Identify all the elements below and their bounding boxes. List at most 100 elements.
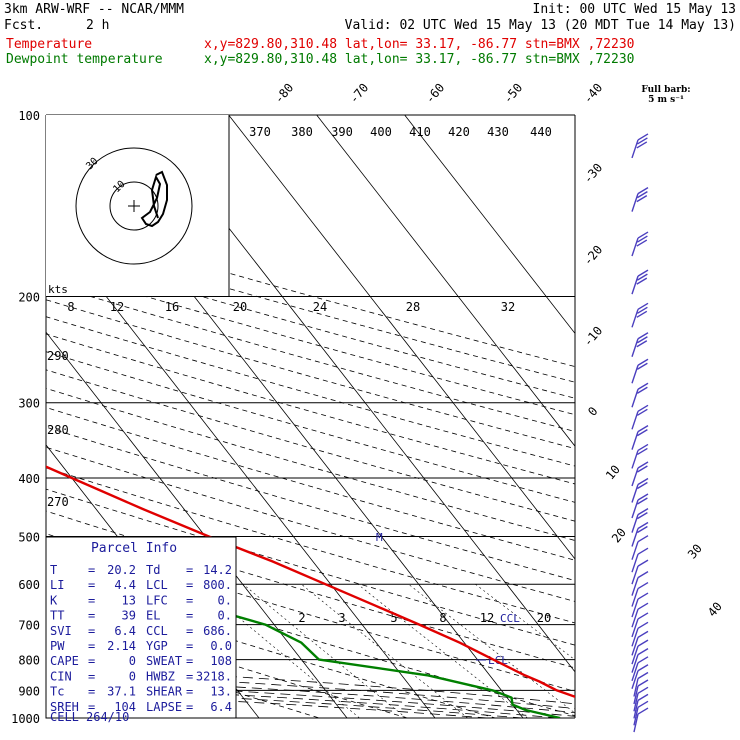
parcel-key: SREH (50, 700, 79, 714)
mixing-ratio-label: 3 (338, 611, 345, 625)
dewpoint-location: x,y=829.80,310.48 lat,lon= 33.17, -86.77… (204, 52, 634, 67)
wind-barb (633, 679, 649, 705)
wind-barb (631, 358, 649, 384)
theta-label: 380 (291, 125, 313, 139)
parcel-value: 39 (122, 609, 136, 623)
wind-legend-title: Full barb: (641, 85, 690, 95)
parcel-value: 2.14 (107, 639, 136, 653)
parcel-key: PW (50, 639, 65, 653)
parcel-equals: = (88, 609, 95, 623)
barb-shaft (633, 685, 639, 705)
barb-flag (637, 630, 649, 638)
pressure-tick-label: 200 (18, 291, 40, 305)
pressure-tick-label: 900 (18, 684, 40, 698)
barb-shaft (631, 645, 639, 665)
barb-shaft (631, 528, 639, 547)
wind-barb (631, 133, 649, 159)
parcel-equals: = (88, 654, 95, 668)
barb-flag (636, 310, 648, 318)
wind-barb (631, 521, 649, 547)
wind-barb (631, 332, 649, 357)
barb-shaft (631, 193, 639, 212)
wind-barb (631, 656, 649, 682)
barb-flag (637, 231, 649, 239)
barb-flag (637, 559, 649, 567)
barb-flag (637, 639, 649, 647)
wind-barb (631, 425, 649, 450)
parcel-key: LFC (146, 593, 168, 607)
parcel-key: CIN (50, 669, 72, 683)
isotherm (228, 115, 575, 560)
theta-e-label: 16 (165, 300, 179, 314)
parcel-value: 20.2 (107, 563, 136, 577)
barb-flag (637, 671, 649, 680)
barb-flag (637, 656, 649, 664)
mixing-ratio-line (408, 583, 575, 714)
barb-flag (637, 700, 649, 708)
barb-shaft (631, 608, 639, 628)
parcel-equals: = (88, 578, 95, 592)
barb-shaft (631, 139, 639, 159)
parcel-key: SVI (50, 624, 72, 638)
barb-flag (637, 235, 648, 243)
wind-barb (631, 581, 649, 607)
barb-flag (637, 602, 649, 610)
parcel-key: LAPSE (146, 700, 182, 714)
barb-flag (636, 277, 648, 285)
barb-shaft (631, 637, 639, 656)
parcel-value: 108 (210, 654, 232, 668)
parcel-equals: = (186, 700, 193, 714)
wind-barb (631, 621, 649, 647)
hodograph-trace (140, 170, 168, 228)
theta-e-label: 32 (501, 300, 515, 314)
barb-shaft (631, 662, 639, 682)
isotherm-label: -60 (423, 81, 448, 107)
hodograph-speed-unit: kts (48, 283, 68, 296)
parcel-value: 104 (114, 700, 136, 714)
isotherm-label: 30 (685, 541, 705, 561)
parcel-key: Td (146, 563, 160, 577)
parcel-equals: = (186, 654, 193, 668)
theta-label: 370 (249, 125, 271, 139)
parcel-key: K (50, 593, 58, 607)
barb-flag (637, 269, 649, 277)
mixing-ratio-line (475, 583, 575, 661)
dry-adiabat (46, 316, 575, 467)
parcel-info-box: Parcel Info T = 20.2 Td = 14.2 LI = 4.4 LCL = 800. K… (45, 536, 237, 724)
barb-flag (637, 535, 649, 543)
barb-shaft (631, 618, 639, 638)
isotherm (46, 218, 436, 718)
parcel-value: 0 (129, 654, 136, 668)
wind-barb (633, 700, 649, 726)
wind-barb (631, 570, 649, 596)
theta-e-label: 12 (110, 300, 124, 314)
barb-flag (637, 408, 648, 416)
parcel-key: SWEAT (146, 654, 182, 668)
wind-barbs (631, 133, 649, 733)
wind-barb (631, 602, 649, 628)
dewpoint-line (46, 551, 561, 718)
dewpoint-legend: Dewpoint temperature (6, 52, 163, 67)
wind-barb (631, 612, 649, 638)
parcel-value: 13 (122, 593, 136, 607)
wind-barb (631, 630, 649, 656)
barb-flag (637, 186, 649, 195)
barb-flag (637, 306, 648, 314)
parcel-equals: = (88, 639, 95, 653)
barb-flag (637, 592, 649, 600)
barb-flag (637, 477, 649, 486)
theta-left-label: 280 (47, 423, 69, 437)
barb-shaft (631, 450, 639, 469)
isotherm-label: -10 (581, 324, 606, 350)
parcel-value: 0. (218, 593, 232, 607)
barb-flag (637, 521, 649, 530)
parcel-value: 800. (203, 578, 232, 592)
wind-barb (631, 404, 649, 430)
parcel-key: SHEAR (146, 685, 183, 699)
parcel-info-title: Parcel Info (91, 541, 177, 556)
annotation-ccl: CCL (500, 612, 520, 625)
theta-left-label: 270 (47, 495, 69, 509)
parcel-equals: = (88, 669, 95, 683)
barb-flag (637, 447, 648, 456)
barb-flag (637, 707, 649, 715)
